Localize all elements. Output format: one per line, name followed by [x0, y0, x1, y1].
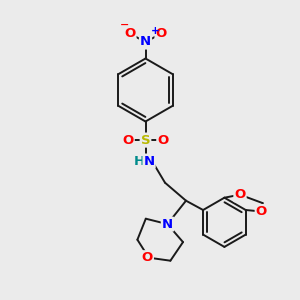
- Text: O: O: [234, 188, 246, 201]
- Text: O: O: [124, 27, 136, 40]
- Text: N: N: [140, 35, 151, 49]
- Text: O: O: [122, 134, 134, 147]
- Text: O: O: [256, 205, 267, 218]
- Text: −: −: [120, 20, 130, 30]
- Text: S: S: [141, 134, 150, 147]
- Text: N: N: [162, 218, 173, 231]
- Text: +: +: [151, 26, 159, 37]
- Text: H: H: [133, 154, 145, 168]
- Text: O: O: [142, 251, 153, 264]
- Text: N: N: [143, 154, 155, 168]
- Text: O: O: [155, 27, 167, 40]
- Text: O: O: [157, 134, 169, 147]
